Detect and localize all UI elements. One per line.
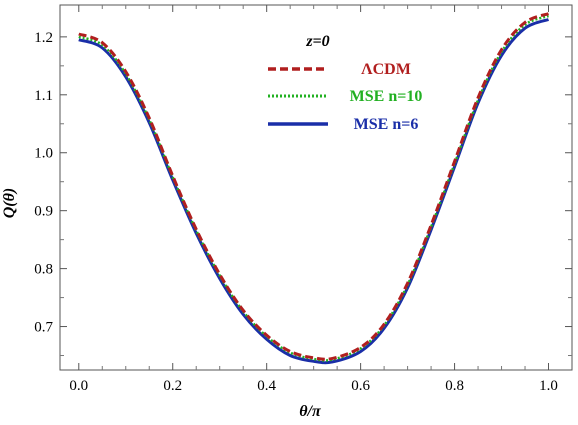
x-axis-label: θ/π (299, 403, 322, 420)
x-tick-label: 0.0 (69, 378, 88, 394)
x-tick-label: 0.6 (351, 378, 370, 394)
y-tick-label: 0.7 (34, 320, 53, 336)
x-tick-label: 0.8 (445, 378, 464, 394)
y-tick-label: 1.1 (34, 88, 53, 104)
series-line (78, 14, 549, 362)
y-tick-label: 0.9 (34, 204, 53, 220)
legend-label: MSE n=10 (350, 88, 423, 105)
x-axis-ticks: 0.0 0.2 0.4 0.6 0.8 1.0 (69, 5, 558, 394)
legend: ΛCDM MSE n=10 MSE n=6 (268, 61, 422, 133)
y-tick-label: 1.0 (34, 146, 53, 162)
x-tick-label: 0.2 (163, 378, 182, 394)
y-tick-label: 0.8 (34, 262, 53, 278)
legend-label: ΛCDM (361, 61, 411, 78)
y-axis-label: Q(θ) (1, 188, 18, 219)
plot-border (59, 4, 573, 371)
series-line (78, 12, 550, 361)
plot-frame (59, 4, 573, 371)
y-tick-label: 1.2 (34, 30, 53, 46)
legend-label: MSE n=6 (354, 116, 419, 133)
series-lines (78, 12, 550, 365)
x-tick-label: 0.4 (257, 378, 276, 394)
series-line (78, 18, 550, 365)
x-tick-label: 1.0 (539, 378, 558, 394)
y-axis-ticks: 0.7 0.8 0.9 1.0 1.1 1.2 (34, 30, 572, 357)
annotation-z: z=0 (305, 33, 329, 50)
